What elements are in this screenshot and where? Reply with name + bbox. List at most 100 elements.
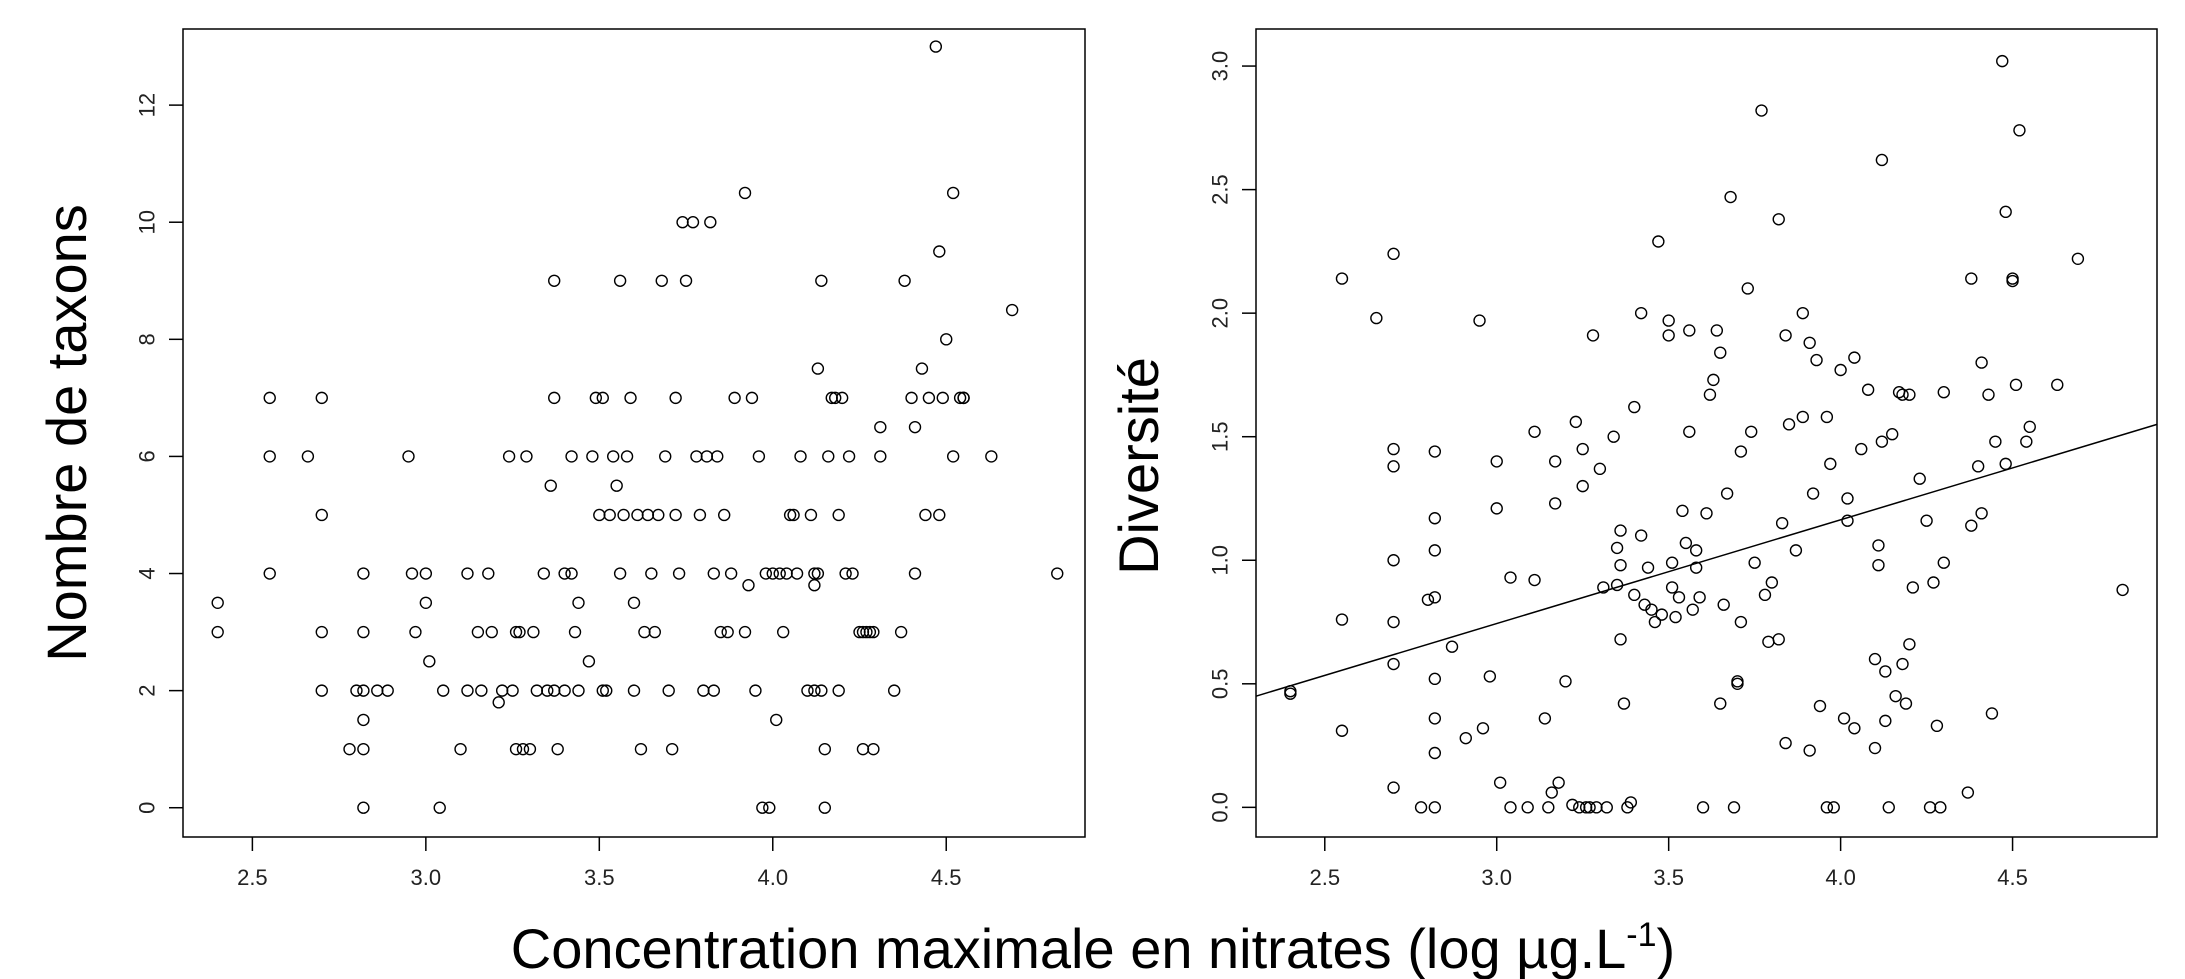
taxons-point	[596, 391, 609, 405]
diversite-point	[1848, 351, 1861, 364]
diversite-point	[1614, 524, 1627, 537]
diversite-point	[1600, 801, 1613, 814]
taxons-point	[915, 362, 929, 375]
diversite-point	[1920, 514, 1933, 527]
taxons-point	[565, 567, 578, 580]
diversite-point	[1717, 598, 1730, 611]
taxons-y-tick-label: 2	[135, 684, 160, 696]
taxons-point	[829, 391, 842, 405]
diversite-point	[1679, 536, 1693, 550]
diversite-point	[1645, 603, 1658, 616]
diversite-y-tick-label: 2.0	[1208, 298, 1233, 329]
x-label-superscript: -1	[1626, 916, 1656, 954]
taxons-point	[832, 684, 845, 697]
diversite-x-tick-label: 3.5	[1653, 865, 1684, 890]
diversite-point	[1734, 615, 1748, 629]
diversite-point	[1459, 731, 1472, 745]
diversite-point	[1387, 657, 1400, 671]
taxons-point	[766, 567, 779, 580]
taxons-point	[603, 508, 616, 522]
diversite-point	[1879, 714, 1892, 728]
taxons-point	[509, 625, 523, 639]
diversite-point	[1387, 442, 1400, 456]
diversite-point	[1961, 786, 1975, 799]
diversite-point	[1284, 687, 1297, 700]
taxons-point	[898, 274, 911, 287]
diversite-point	[2051, 378, 2064, 392]
diversite-point	[1803, 336, 1816, 350]
taxons-point	[662, 684, 675, 697]
taxons-point	[610, 479, 623, 492]
taxons-point	[756, 801, 769, 814]
diversite-point	[1886, 428, 1899, 441]
taxons-point	[787, 508, 800, 522]
taxons-point	[770, 713, 783, 727]
diversite-point	[1428, 591, 1442, 604]
taxons-point	[381, 684, 394, 697]
diversite-point	[1504, 571, 1517, 584]
taxons-x-tick-label: 4.5	[931, 865, 962, 890]
taxons-point	[728, 391, 741, 405]
diversite-point	[1937, 556, 1950, 569]
taxons-point	[818, 742, 832, 756]
diversite-point	[1779, 329, 1792, 342]
diversite-point	[1614, 633, 1627, 646]
diversite-point	[1971, 460, 1985, 473]
taxons-point	[402, 450, 415, 463]
diversite-point	[1996, 54, 2009, 68]
diversite-point	[1490, 502, 1503, 515]
regression-line	[1255, 423, 2158, 697]
taxons-point	[839, 567, 852, 580]
diversite-point	[1607, 430, 1620, 443]
taxons-point	[822, 450, 835, 463]
taxons-point	[461, 684, 474, 697]
taxons-point	[856, 742, 870, 756]
taxons-point	[669, 391, 682, 405]
diversite-point	[2006, 272, 2019, 285]
diversite-point	[1548, 497, 1562, 510]
taxons-point	[794, 450, 807, 463]
diversite-point	[1428, 512, 1442, 525]
diversite-point	[1899, 697, 1913, 710]
taxons-point	[482, 567, 495, 580]
diversite-point	[1586, 329, 1600, 342]
diversite-point	[1662, 314, 1675, 327]
diversite-point	[1703, 388, 1717, 401]
diversite-y-tick-label: 2.5	[1208, 174, 1233, 205]
taxons-point	[752, 450, 766, 463]
taxons-point	[593, 508, 606, 522]
taxons-point	[693, 508, 707, 522]
taxons-point	[423, 655, 436, 668]
diversite-point	[1421, 593, 1435, 606]
taxons-point	[874, 420, 887, 434]
taxons-point	[655, 274, 668, 287]
taxons-point	[516, 742, 530, 756]
diversite-point	[1641, 561, 1655, 574]
diversite-point	[1566, 798, 1579, 812]
taxons-point	[527, 625, 540, 639]
taxons-point	[690, 450, 703, 463]
taxons-point	[409, 625, 422, 639]
taxons-point	[357, 742, 370, 756]
taxons-point	[495, 684, 509, 697]
diversite-point	[1683, 425, 1696, 438]
taxons-point	[738, 625, 752, 639]
diversite-point	[1387, 247, 1400, 261]
diversite-point	[1745, 425, 1758, 438]
taxons-point	[436, 684, 450, 697]
taxons-point	[908, 567, 922, 580]
taxons-point	[652, 508, 665, 522]
diversite-point	[2013, 124, 2026, 137]
taxons-point	[211, 625, 224, 639]
diversite-point	[1490, 455, 1503, 468]
taxons-y-tick-label: 0	[135, 802, 160, 814]
taxons-point	[776, 625, 790, 639]
diversite-point	[1789, 544, 1803, 557]
diversite-point	[1528, 573, 1541, 587]
diversite-point	[1428, 544, 1442, 557]
diversite-point	[1669, 610, 1682, 624]
diversite-point	[1989, 435, 2002, 448]
taxons-point	[957, 391, 970, 405]
taxons-point	[808, 567, 821, 580]
taxons-point	[301, 450, 315, 463]
